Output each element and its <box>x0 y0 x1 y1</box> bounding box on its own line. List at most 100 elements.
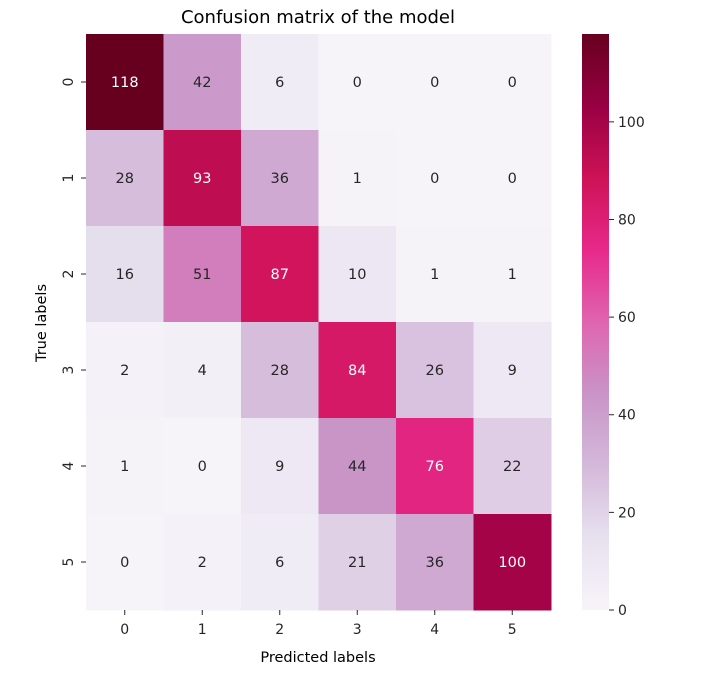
heatmap-cell <box>396 514 474 611</box>
cell-value-label: 16 <box>116 267 134 283</box>
x-tick-label: 2 <box>275 622 284 638</box>
colorbar-tick-label: 60 <box>618 310 636 326</box>
heatmap-cell <box>241 226 319 323</box>
y-tick-label: 4 <box>61 461 77 470</box>
cell-value-label: 10 <box>348 267 366 283</box>
cell-value-label: 76 <box>426 459 444 475</box>
heatmap-cell <box>473 130 552 227</box>
heatmap-cell <box>318 322 397 419</box>
heatmap-cell <box>396 226 474 323</box>
heatmap-cell <box>86 418 164 515</box>
heatmap-cell <box>163 34 242 131</box>
cell-value-label: 9 <box>508 363 517 379</box>
y-tick-label: 2 <box>61 270 77 279</box>
colorbar-gradient <box>582 34 609 610</box>
cell-value-label: 6 <box>275 555 284 571</box>
x-tick-label: 4 <box>430 622 439 638</box>
heatmap-cell <box>318 34 397 131</box>
heatmap-cell <box>318 130 397 227</box>
x-tick-label: 3 <box>353 622 362 638</box>
heatmap-cell <box>86 226 164 323</box>
y-tick-label: 3 <box>61 366 77 375</box>
cell-value-label: 26 <box>426 363 444 379</box>
cell-value-label: 36 <box>426 555 444 571</box>
y-tick-label: 0 <box>61 78 77 87</box>
heatmap-grid: 118 42 6 0 0 028 93 36 1 0 016 51 87 10 1 12 4 28 84 26 91 0 9… <box>86 34 552 611</box>
heatmap-cell <box>163 322 242 419</box>
x-tick-label: 0 <box>120 622 129 638</box>
x-axis-label: Predicted labels <box>260 650 375 666</box>
cell-value-label: 0 <box>508 171 517 187</box>
cell-value-label: 6 <box>275 75 284 91</box>
colorbar-tick-label: 20 <box>618 505 636 521</box>
cell-value-label: 51 <box>193 267 211 283</box>
heatmap-cell <box>86 514 164 611</box>
cell-value-label: 21 <box>348 555 366 571</box>
colorbar-tick-label: 100 <box>618 115 645 131</box>
cell-value-label: 93 <box>193 171 211 187</box>
cell-value-label: 0 <box>198 459 207 475</box>
heatmap-cell <box>396 322 474 419</box>
heatmap-cell <box>318 514 397 611</box>
cell-value-label: 28 <box>116 171 134 187</box>
colorbar-tick-label: 80 <box>618 212 636 228</box>
cell-value-label: 28 <box>271 363 289 379</box>
heatmap-cell <box>86 130 164 227</box>
cell-value-label: 22 <box>503 459 521 475</box>
cell-value-label: 0 <box>430 75 439 91</box>
heatmap-cell <box>473 34 552 131</box>
cell-value-label: 84 <box>348 363 366 379</box>
cell-value-label: 2 <box>198 555 207 571</box>
y-tick-label: 5 <box>61 558 77 567</box>
heatmap-cell <box>163 418 242 515</box>
heatmap-cell <box>163 226 242 323</box>
y-axis: 0 1 2 3 4 5 <box>61 78 86 567</box>
heatmap-cell <box>473 322 552 419</box>
cell-value-label: 100 <box>498 555 526 571</box>
cell-value-label: 1 <box>508 267 517 283</box>
cell-value-label: 9 <box>275 459 284 475</box>
heatmap-cell <box>163 130 242 227</box>
cell-value-label: 4 <box>198 363 207 379</box>
heatmap-cell <box>241 34 319 131</box>
heatmap-cell <box>86 322 164 419</box>
heatmap-cell <box>473 514 552 611</box>
cell-value-label: 87 <box>271 267 289 283</box>
y-axis-label: True labels <box>34 284 50 363</box>
colorbar: 0 20 40 60 80 100 <box>582 34 645 619</box>
cell-value-label: 0 <box>353 75 362 91</box>
heatmap-cell <box>241 514 319 611</box>
colorbar-tick-label: 0 <box>618 603 627 619</box>
heatmap-cell <box>396 130 474 227</box>
cell-value-label: 0 <box>430 171 439 187</box>
x-tick-label: 1 <box>198 622 207 638</box>
heatmap-cell <box>86 34 164 131</box>
cell-value-label: 2 <box>120 363 129 379</box>
colorbar-tick-label: 40 <box>618 408 636 424</box>
cell-value-label: 1 <box>353 171 362 187</box>
cell-value-label: 44 <box>348 459 366 475</box>
cell-value-label: 1 <box>430 267 439 283</box>
cell-value-label: 1 <box>120 459 129 475</box>
heatmap-cell <box>241 130 319 227</box>
x-axis: 0 1 2 3 4 5 <box>120 610 517 638</box>
heatmap-cell <box>318 226 397 323</box>
heatmap-cell <box>473 418 552 515</box>
chart-title: Confusion matrix of the model <box>181 7 455 28</box>
y-tick-label: 1 <box>61 174 77 183</box>
cell-value-label: 118 <box>111 75 139 91</box>
heatmap-cell <box>473 226 552 323</box>
heatmap-cell <box>318 418 397 515</box>
cell-value-label: 0 <box>508 75 517 91</box>
x-tick-label: 5 <box>508 622 517 638</box>
heatmap-cell <box>241 418 319 515</box>
heatmap-cell <box>396 418 474 515</box>
heatmap-cell <box>241 322 319 419</box>
cell-value-label: 0 <box>120 555 129 571</box>
colorbar-ticks: 0 20 40 60 80 100 <box>609 115 645 619</box>
cell-value-label: 36 <box>271 171 289 187</box>
cell-value-label: 42 <box>193 75 211 91</box>
heatmap-cell <box>396 34 474 131</box>
heatmap-cell <box>163 514 242 611</box>
